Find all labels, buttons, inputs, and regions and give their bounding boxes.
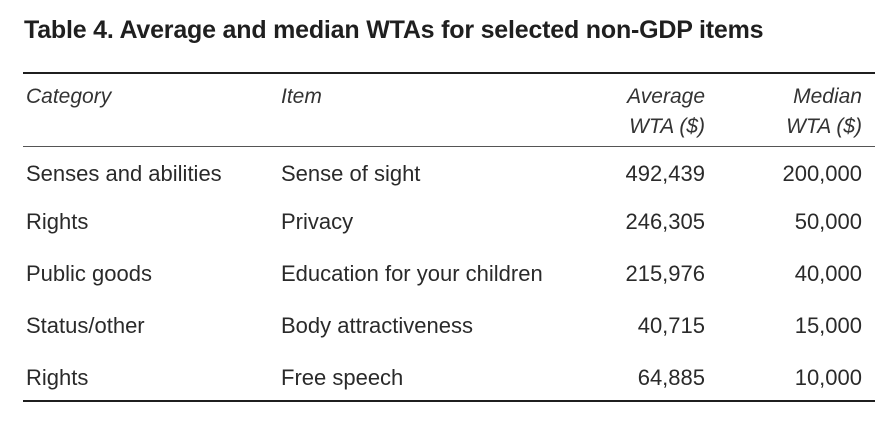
header-category: Category (26, 85, 112, 108)
header-rule (23, 146, 875, 147)
header-median-line1: Median (793, 85, 862, 108)
row-median: 50,000 (794, 209, 862, 234)
row-item: Free speech (281, 365, 404, 390)
header-median-line2: WTA ($) (786, 115, 862, 138)
header-median: Median WTA ($) (786, 82, 862, 142)
row-median: 15,000 (794, 313, 862, 338)
row-median: 10,000 (794, 365, 862, 390)
row-average: 64,885 (637, 365, 705, 390)
header-item: Item (281, 85, 322, 108)
row-average: 246,305 (625, 209, 705, 234)
row-average: 215,976 (625, 261, 705, 286)
table-title: Table 4. Average and median WTAs for sel… (24, 16, 764, 44)
row-item: Education for your children (281, 261, 543, 286)
header-average-line1: Average (627, 85, 705, 108)
row-category: Rights (26, 365, 89, 390)
header-average-line2: WTA ($) (629, 115, 705, 138)
row-median: 200,000 (782, 161, 862, 186)
row-category: Status/other (26, 313, 145, 338)
row-median: 40,000 (794, 261, 862, 286)
bottom-rule (23, 400, 875, 402)
header-average: Average WTA ($) (627, 82, 705, 142)
row-item: Body attractiveness (281, 313, 473, 338)
row-category: Senses and abilities (26, 161, 222, 186)
row-item: Sense of sight (281, 161, 421, 186)
row-item: Privacy (281, 209, 354, 234)
top-rule (23, 72, 875, 74)
row-category: Rights (26, 209, 89, 234)
row-average: 492,439 (625, 161, 705, 186)
row-average: 40,715 (637, 313, 705, 338)
row-category: Public goods (26, 261, 152, 286)
